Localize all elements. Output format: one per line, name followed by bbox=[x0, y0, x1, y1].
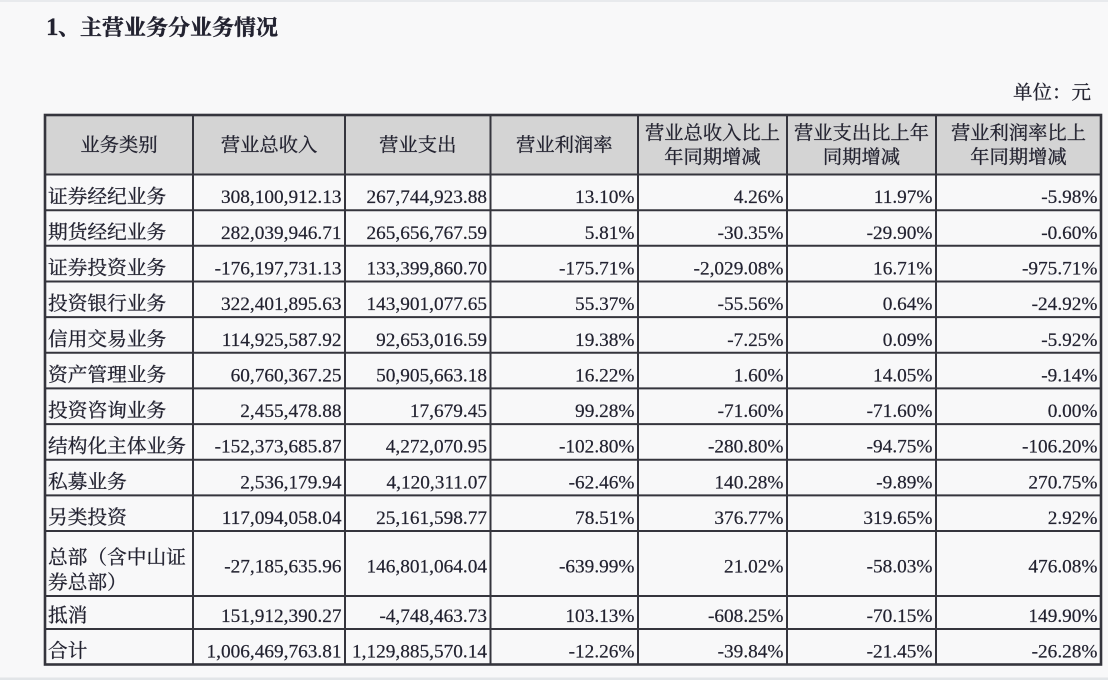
svg-text:50,905,663.18: 50,905,663.18 bbox=[376, 365, 487, 386]
svg-text:25,161,598.77: 25,161,598.77 bbox=[376, 508, 487, 529]
svg-text:14.05%: 14.05% bbox=[873, 365, 932, 386]
svg-text:103.13%: 103.13% bbox=[565, 606, 634, 627]
svg-text:11.97%: 11.97% bbox=[874, 187, 933, 208]
svg-text:1,006,469,763.81: 1,006,469,763.81 bbox=[207, 642, 342, 663]
svg-text:376.77%: 376.77% bbox=[714, 508, 783, 529]
svg-text:1: 1 bbox=[46, 14, 59, 41]
svg-text:60,760,367.25: 60,760,367.25 bbox=[231, 365, 342, 386]
svg-text:2.92%: 2.92% bbox=[1048, 508, 1098, 529]
svg-text:2,455,478.88: 2,455,478.88 bbox=[240, 401, 341, 422]
svg-text:-639.99%: -639.99% bbox=[559, 557, 635, 578]
svg-text:55.37%: 55.37% bbox=[575, 294, 634, 315]
svg-text:1,129,885,570.14: 1,129,885,570.14 bbox=[352, 642, 487, 663]
svg-text:-55.56%: -55.56% bbox=[718, 294, 784, 315]
svg-text:-175.71%: -175.71% bbox=[559, 259, 635, 280]
svg-text:476.08%: 476.08% bbox=[1028, 557, 1097, 578]
svg-text:-9.14%: -9.14% bbox=[1041, 365, 1097, 386]
svg-text:-29.90%: -29.90% bbox=[867, 223, 933, 244]
svg-text:146,801,064.04: 146,801,064.04 bbox=[366, 557, 487, 578]
svg-text:270.75%: 270.75% bbox=[1028, 472, 1097, 493]
svg-text:-5.92%: -5.92% bbox=[1041, 330, 1097, 351]
svg-text:-58.03%: -58.03% bbox=[867, 557, 933, 578]
svg-text:78.51%: 78.51% bbox=[575, 508, 634, 529]
svg-text:-9.89%: -9.89% bbox=[876, 472, 932, 493]
svg-text:-2,029.08%: -2,029.08% bbox=[694, 259, 784, 280]
svg-text:99.28%: 99.28% bbox=[575, 401, 634, 422]
svg-text:21.02%: 21.02% bbox=[724, 557, 783, 578]
svg-text:13.10%: 13.10% bbox=[575, 187, 634, 208]
svg-text:2,536,179.94: 2,536,179.94 bbox=[240, 472, 342, 493]
svg-text:267,744,923.88: 267,744,923.88 bbox=[366, 187, 487, 208]
svg-text:-70.15%: -70.15% bbox=[867, 606, 933, 627]
svg-text:-5.98%: -5.98% bbox=[1041, 187, 1097, 208]
svg-text:-30.35%: -30.35% bbox=[718, 223, 784, 244]
svg-text:-71.60%: -71.60% bbox=[718, 401, 784, 422]
svg-text:-106.20%: -106.20% bbox=[1022, 437, 1098, 458]
svg-text:-102.80%: -102.80% bbox=[559, 437, 635, 458]
svg-text:4,272,070.95: 4,272,070.95 bbox=[386, 437, 487, 458]
svg-text:16.71%: 16.71% bbox=[873, 259, 932, 280]
svg-text:149.90%: 149.90% bbox=[1028, 606, 1097, 627]
svg-text:17,679.45: 17,679.45 bbox=[410, 401, 487, 422]
svg-text:-26.28%: -26.28% bbox=[1032, 642, 1098, 663]
svg-text:140.28%: 140.28% bbox=[714, 472, 783, 493]
svg-text:-12.26%: -12.26% bbox=[569, 642, 635, 663]
svg-text:4.26%: 4.26% bbox=[734, 187, 784, 208]
svg-text:-24.92%: -24.92% bbox=[1032, 294, 1098, 315]
svg-text:133,399,860.70: 133,399,860.70 bbox=[366, 259, 487, 280]
svg-text:0.09%: 0.09% bbox=[883, 330, 933, 351]
svg-text:-39.84%: -39.84% bbox=[718, 642, 784, 663]
svg-text:-975.71%: -975.71% bbox=[1022, 259, 1098, 280]
svg-text:-94.75%: -94.75% bbox=[867, 437, 933, 458]
svg-text:-0.60%: -0.60% bbox=[1041, 223, 1097, 244]
svg-text:-62.46%: -62.46% bbox=[569, 472, 635, 493]
svg-text:282,039,946.71: 282,039,946.71 bbox=[221, 223, 342, 244]
svg-text:-71.60%: -71.60% bbox=[867, 401, 933, 422]
svg-text:265,656,767.59: 265,656,767.59 bbox=[366, 223, 487, 244]
svg-text:0.64%: 0.64% bbox=[883, 294, 933, 315]
svg-text:322,401,895.63: 322,401,895.63 bbox=[221, 294, 342, 315]
svg-text:-4,748,463.73: -4,748,463.73 bbox=[379, 606, 487, 627]
svg-text:1.60%: 1.60% bbox=[734, 365, 784, 386]
svg-text:308,100,912.13: 308,100,912.13 bbox=[221, 187, 342, 208]
svg-text:-21.45%: -21.45% bbox=[867, 642, 933, 663]
svg-text:143,901,077.65: 143,901,077.65 bbox=[366, 294, 487, 315]
svg-text:0.00%: 0.00% bbox=[1048, 401, 1098, 422]
svg-text:-27,185,635.96: -27,185,635.96 bbox=[224, 557, 342, 578]
svg-text:151,912,390.27: 151,912,390.27 bbox=[221, 606, 342, 627]
svg-text:114,925,587.92: 114,925,587.92 bbox=[222, 330, 342, 351]
svg-text:319.65%: 319.65% bbox=[863, 508, 932, 529]
svg-text:4,120,311.07: 4,120,311.07 bbox=[386, 472, 487, 493]
svg-text:16.22%: 16.22% bbox=[575, 365, 634, 386]
svg-text:-608.25%: -608.25% bbox=[708, 606, 784, 627]
svg-text:117,094,058.04: 117,094,058.04 bbox=[222, 508, 342, 529]
svg-text:5.81%: 5.81% bbox=[585, 223, 635, 244]
svg-text:-176,197,731.13: -176,197,731.13 bbox=[215, 259, 342, 280]
svg-text:-7.25%: -7.25% bbox=[727, 330, 783, 351]
svg-text:92,653,016.59: 92,653,016.59 bbox=[376, 330, 487, 351]
svg-text:-280.80%: -280.80% bbox=[708, 437, 784, 458]
svg-text:19.38%: 19.38% bbox=[575, 330, 634, 351]
svg-text:-152,373,685.87: -152,373,685.87 bbox=[215, 437, 342, 458]
